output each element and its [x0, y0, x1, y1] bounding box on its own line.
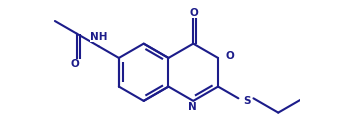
Text: O: O: [226, 52, 234, 62]
Text: N: N: [188, 102, 197, 112]
Text: O: O: [190, 8, 199, 18]
Text: O: O: [71, 59, 80, 69]
Text: S: S: [243, 96, 250, 106]
Text: NH: NH: [90, 32, 107, 42]
